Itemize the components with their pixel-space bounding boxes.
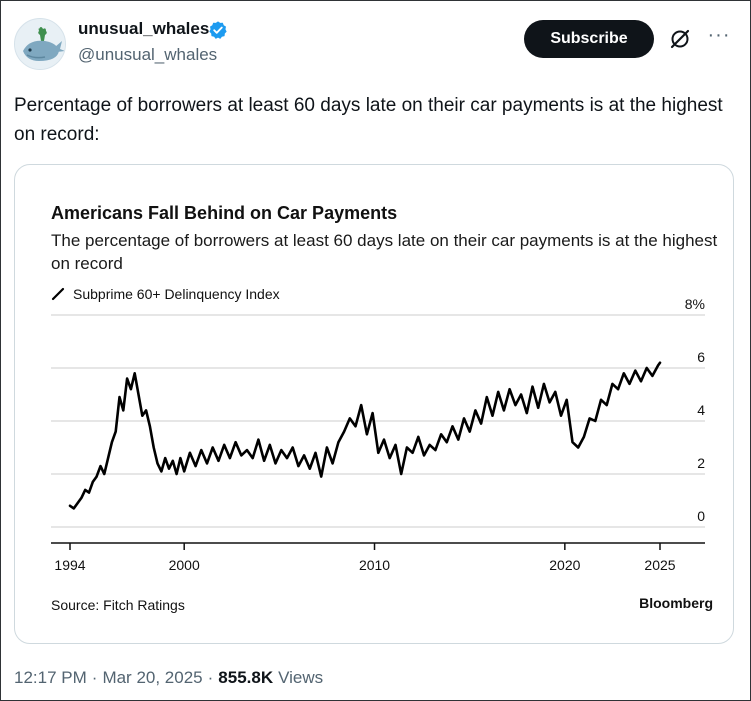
- y-tick-label: 6: [697, 349, 705, 365]
- avatar[interactable]: [14, 18, 66, 70]
- x-tick-label: 1994: [54, 557, 85, 573]
- verified-badge-icon[interactable]: [208, 20, 228, 40]
- tweet-date[interactable]: Mar 20, 2025: [102, 668, 203, 687]
- x-tick-label: 2020: [549, 557, 580, 573]
- handle[interactable]: @unusual_whales: [78, 45, 218, 64]
- series-line-delinquency-index: [68, 361, 662, 510]
- views-label: Views: [278, 668, 324, 687]
- subscribe-button[interactable]: Subscribe: [524, 20, 654, 58]
- whale-logo-icon: [15, 19, 65, 69]
- y-tick-label: 4: [697, 402, 705, 418]
- chart-subtitle: The percentage of borrowers at least 60 …: [51, 231, 718, 273]
- meta-separator: ·: [91, 668, 98, 687]
- grok-slash-icon[interactable]: [668, 27, 692, 51]
- media-image[interactable]: Americans Fall Behind on Car Payments Th…: [14, 164, 734, 644]
- tweet-text: Percentage of borrowers at least 60 days…: [14, 95, 723, 145]
- x-tick-label: 2025: [644, 557, 675, 573]
- display-name[interactable]: unusual_whales: [78, 19, 210, 38]
- tweet-meta: 12:17 PM · Mar 20, 2025 · 855.8K Views: [14, 668, 323, 688]
- x-tick-label: 2010: [359, 557, 390, 573]
- line-chart: 0 2 4 6 8% 1994 2000 2010 2020 2025: [51, 296, 705, 573]
- meta-separator: ·: [207, 668, 214, 687]
- y-tick-label: 0: [697, 508, 705, 524]
- bloomberg-brand: Bloomberg: [639, 595, 713, 611]
- legend-line-icon: [51, 287, 65, 301]
- more-horizontal-icon[interactable]: ···: [707, 24, 731, 46]
- views-count: 855.8K: [218, 668, 274, 687]
- chart-legend: Subprime 60+ Delinquency Index: [51, 286, 280, 302]
- y-tick-label: 8%: [685, 296, 705, 312]
- legend-label: Subprime 60+ Delinquency Index: [73, 286, 280, 302]
- tweet-time[interactable]: 12:17 PM: [14, 668, 87, 687]
- chart-source: Source: Fitch Ratings: [51, 597, 185, 613]
- chart-title: Americans Fall Behind on Car Payments: [51, 203, 398, 223]
- x-tick-label: 2000: [169, 557, 200, 573]
- y-tick-label: 2: [697, 455, 705, 471]
